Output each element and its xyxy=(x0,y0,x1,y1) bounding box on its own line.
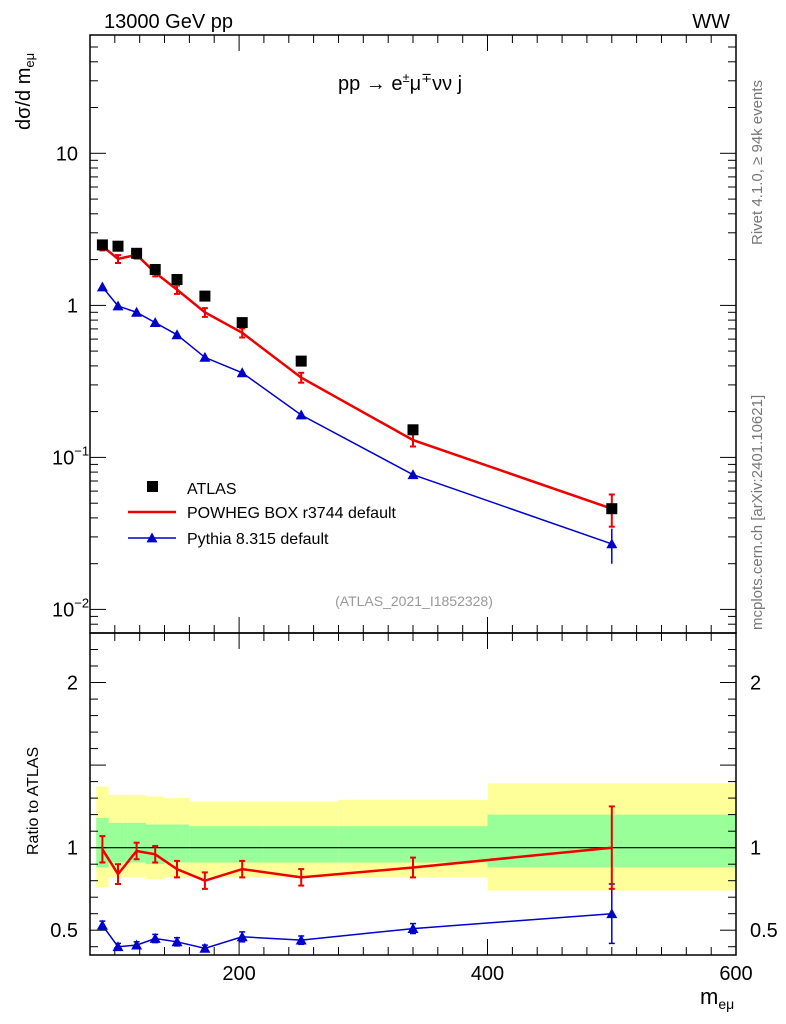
legend: ATLAS POWHEG BOX r3744 default Pythia 8.31… xyxy=(128,481,397,548)
pythia-point xyxy=(606,538,618,549)
band-inner-5 xyxy=(189,826,221,863)
ratio-ytick-label-right: 1 xyxy=(750,838,761,860)
band-inner-8 xyxy=(338,826,488,863)
ratio-pythia-point xyxy=(131,939,143,950)
ratio-pythia-point xyxy=(606,908,618,919)
ratio-ytick-label-left: 0.5 xyxy=(50,920,78,942)
pythia-point xyxy=(131,306,143,317)
main-ytick-label-base: 10 xyxy=(52,447,74,469)
xtick-label: 200 xyxy=(222,963,255,985)
atlas-point xyxy=(171,274,183,285)
atlas-point xyxy=(112,240,124,252)
ratio-pythia-point xyxy=(171,936,183,947)
atlas-point xyxy=(236,317,248,329)
ratio-pythia-point xyxy=(407,923,419,933)
atlas-point xyxy=(606,503,618,515)
process-label-mid: μ xyxy=(410,73,422,95)
pythia-point xyxy=(112,300,124,311)
ratio-pythia-point xyxy=(295,934,307,945)
rivet-label: Rivet 4.1.0, ≥ 94k events xyxy=(749,80,766,245)
xlabel-sub: eμ xyxy=(718,996,734,1012)
legend-atlas-marker xyxy=(147,481,158,492)
pythia-line xyxy=(101,286,613,545)
main-ylabel-text: dσ/d m xyxy=(13,68,35,130)
atlas-point xyxy=(295,355,307,367)
band-inner-6 xyxy=(220,826,264,863)
header-left: 13000 GeV pp xyxy=(104,11,233,33)
ratio-ytick-label-left: 2 xyxy=(67,673,78,695)
atlas-point xyxy=(199,290,211,302)
pythia-point xyxy=(199,351,211,362)
atlas-point xyxy=(407,424,419,436)
process-label-sup2: ∓ xyxy=(421,70,432,85)
pythia-point xyxy=(407,469,419,480)
pythia-point xyxy=(236,367,248,378)
process-label-post: νν j xyxy=(432,73,462,95)
ratio-pythia-point xyxy=(199,942,211,953)
ratio-ytick-label-right: 0.5 xyxy=(750,920,778,942)
main-ylabel: dσ/d meμ xyxy=(13,53,37,130)
xtick-label: 600 xyxy=(719,963,752,985)
main-ytick-label: 1 xyxy=(67,295,78,317)
process-label-sup1: ± xyxy=(402,70,409,85)
process-label-pre: pp → e xyxy=(338,73,402,95)
ratio-pythia-point xyxy=(96,919,108,930)
xlabel-main: m xyxy=(700,984,718,1009)
ratio-frame xyxy=(89,632,737,956)
xlabel: meμ xyxy=(700,984,734,1012)
ratio-pythia-point xyxy=(236,931,248,942)
pythia-point xyxy=(96,281,108,292)
ratio-panel: 2 2 1 1 0.5 0.5 200 400 600 xyxy=(50,632,778,985)
ratio-pythia-line xyxy=(101,912,612,950)
band-inner-7 xyxy=(263,826,339,863)
ratio-ylabel: Ratio to ATLAS xyxy=(25,747,42,855)
main-ytick-label: 10 xyxy=(56,143,78,165)
pythia-point xyxy=(171,329,183,340)
legend-pythia-marker xyxy=(146,532,158,543)
band-inner-1 xyxy=(108,822,128,863)
main-ytick-label-exp: −1 xyxy=(74,443,89,458)
ratio-ytick-label-right: 2 xyxy=(750,673,761,695)
pythia-point xyxy=(295,409,307,420)
main-ytick-label: 10−1 xyxy=(52,443,89,469)
main-ylabel-sub: eμ xyxy=(22,53,37,68)
band-inner-4 xyxy=(164,824,190,863)
legend-pythia-label: Pythia 8.315 default xyxy=(187,531,329,548)
powheg-line xyxy=(101,245,613,510)
atlas-point xyxy=(131,247,143,259)
ratio-ytick-label-left: 1 xyxy=(67,838,78,860)
main-ytick-label: 10−2 xyxy=(52,595,89,621)
ratio-pythia-point xyxy=(149,933,161,943)
main-ytick-label-exp: −2 xyxy=(74,595,89,610)
ratio-pythia-point xyxy=(112,941,124,952)
analysis-watermark: (ATLAS_2021_I1852328) xyxy=(335,593,493,609)
main-ytick-label-base: 10 xyxy=(52,599,74,621)
ratio-powheg-line xyxy=(101,846,612,883)
atlas-point xyxy=(96,239,108,251)
atlas-point xyxy=(149,264,161,275)
pythia-point xyxy=(149,317,161,327)
xtick-label: 400 xyxy=(471,963,504,985)
header-right: WW xyxy=(692,11,730,33)
legend-powheg-label: POWHEG BOX r3744 default xyxy=(187,505,397,522)
legend-atlas-label: ATLAS xyxy=(187,481,237,498)
process-label: pp → e±μ∓νν j xyxy=(338,70,462,95)
mcplots-label: mcplots.cern.ch [arXiv:2401.10621] xyxy=(749,395,766,630)
